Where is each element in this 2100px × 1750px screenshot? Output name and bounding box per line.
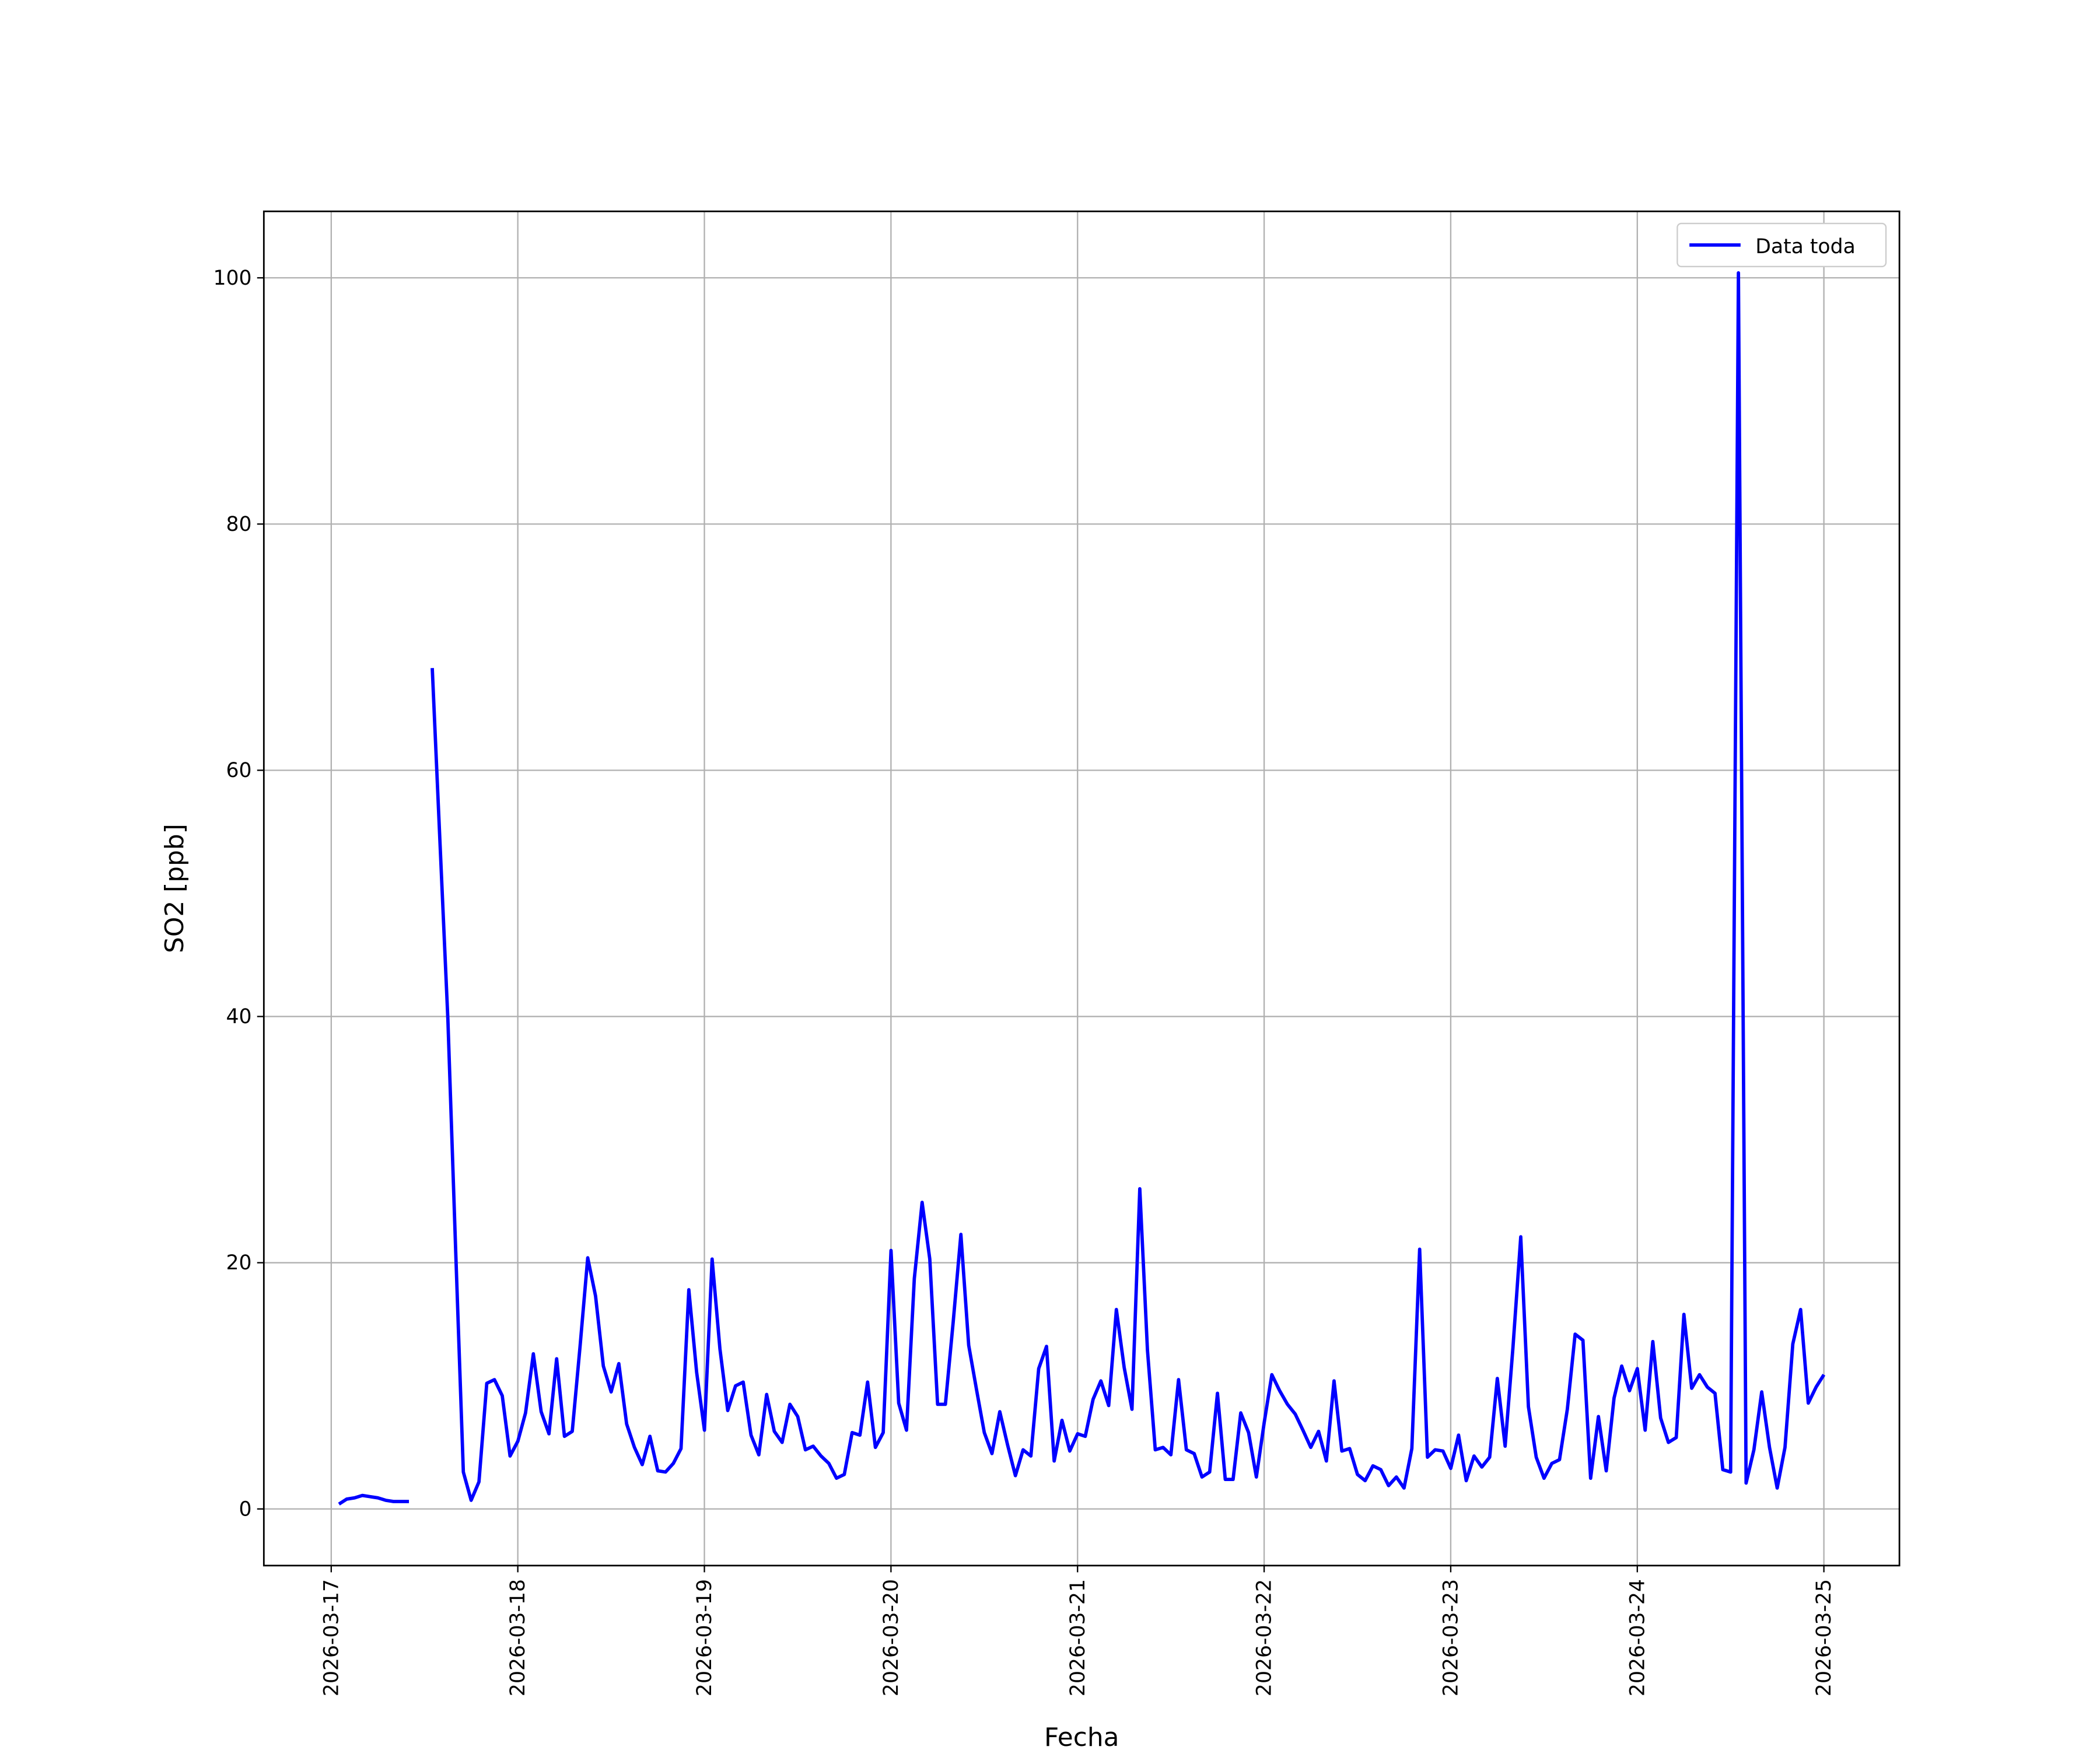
y-tick-label: 80: [226, 513, 251, 536]
legend-label: Data toda: [1755, 235, 1856, 258]
x-axis: 2026-03-17 2026-03-18 2026-03-19 2026-03-20…: [320, 1565, 1836, 1696]
grid: [264, 211, 1900, 1566]
series-layer: [338, 271, 1826, 1506]
y-tick-label: 20: [226, 1251, 251, 1275]
x-tick-label: 2026-03-18: [506, 1579, 530, 1696]
x-tick-label: 2026-03-23: [1439, 1579, 1462, 1696]
y-tick-label: 0: [239, 1497, 252, 1521]
x-tick-label: 2026-03-21: [1066, 1579, 1090, 1696]
legend: Data toda: [1676, 222, 1887, 268]
x-tick-label: 2026-03-17: [320, 1579, 343, 1696]
legend-box: [1676, 222, 1887, 268]
x-tick-label: 2026-03-25: [1812, 1579, 1836, 1696]
y-axis-label: SO2 [ppb]: [160, 824, 190, 953]
y-tick-label: 60: [226, 759, 251, 782]
y-axis: 0 20 40 60 80 100: [213, 267, 264, 1521]
series-line-segment: [338, 1493, 410, 1506]
series-line-segment: [430, 271, 1826, 1502]
y-tick-label: 40: [226, 1005, 251, 1028]
y-tick-label: 100: [213, 267, 251, 290]
plot-frame: [262, 210, 1901, 1567]
x-tick-label: 2026-03-24: [1626, 1579, 1649, 1696]
x-tick-label: 2026-03-19: [693, 1579, 716, 1696]
x-axis-label: Fecha: [1044, 1723, 1119, 1750]
x-tick-label: 2026-03-22: [1253, 1579, 1276, 1696]
x-tick-label: 2026-03-20: [880, 1579, 903, 1696]
